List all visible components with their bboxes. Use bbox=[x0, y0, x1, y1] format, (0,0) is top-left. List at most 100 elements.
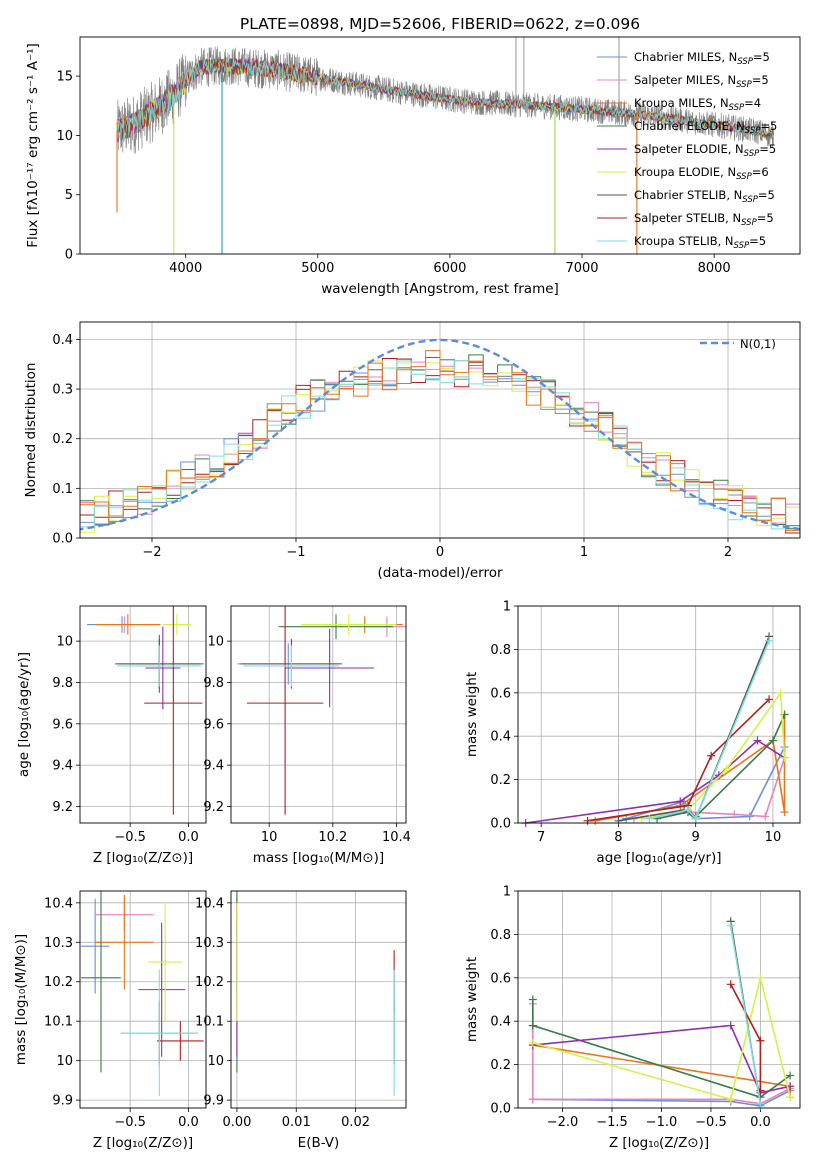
plus-marker bbox=[761, 812, 770, 821]
errorbar-area bbox=[81, 891, 204, 1097]
plus-marker bbox=[786, 1093, 795, 1102]
x-tick-label: −1.5 bbox=[596, 1115, 628, 1130]
legend-entry: N(0,1) bbox=[740, 337, 776, 351]
y-tick-label: 0.4 bbox=[490, 730, 511, 745]
x-axis-label: Z [log₁₀(Z/Z⊙)] bbox=[93, 850, 193, 866]
mass-weight-line bbox=[618, 636, 770, 822]
x-tick-label: 0 bbox=[436, 545, 444, 560]
y-tick-label: 10.3 bbox=[195, 936, 224, 951]
residual-histogram-step bbox=[80, 350, 800, 532]
legend-entry-count: =5 bbox=[759, 142, 776, 156]
axes-frame bbox=[79, 605, 207, 824]
plus-marker bbox=[707, 751, 716, 760]
y-tick-label: 0.0 bbox=[52, 532, 73, 547]
panel-spectrum: 4000 5000 6000 7000 8000 0 5 10 15 PLATE=0898, MJ… bbox=[25, 15, 801, 297]
line-area bbox=[528, 917, 795, 1110]
x-axis-label: E(B-V) bbox=[298, 1135, 340, 1151]
x-tick-label: −2 bbox=[142, 545, 161, 560]
axes-frame bbox=[230, 890, 407, 1109]
y-tick-label: 5 bbox=[65, 188, 73, 203]
x-tick-label: −2.0 bbox=[547, 1115, 579, 1130]
legend-entry-name: Salpeter MILES, N bbox=[634, 73, 736, 87]
x-tick-label: 0.0 bbox=[178, 1115, 199, 1130]
x-axis-label: (data-model)/error bbox=[377, 565, 503, 581]
plus-marker bbox=[745, 812, 754, 821]
x-tick-label: 7000 bbox=[565, 261, 598, 276]
y-tick-label: 0 bbox=[65, 248, 73, 263]
legend-entry: Chabrier ELODIE, NSSP=5 bbox=[634, 119, 777, 136]
legend-entry: Chabrier STELIB, NSSP=5 bbox=[634, 188, 775, 205]
errorbar-point bbox=[81, 898, 110, 994]
x-tick-label: 6000 bbox=[433, 261, 466, 276]
y-tick-label: 9.8 bbox=[203, 676, 224, 691]
x-tick-label: 0.01 bbox=[282, 1115, 311, 1130]
legend-entry-name: Chabrier ELODIE, N bbox=[634, 119, 745, 133]
y-tick-label: 10.1 bbox=[195, 1015, 224, 1030]
panel-age_vs_Z: −0.5 0.0 9.2 9.4 9.6 9.8 10 Z [log₁₀(Z/Z⊙)] age … bbox=[16, 605, 207, 866]
x-tick-label: 2 bbox=[724, 545, 732, 560]
legend-entry-subscript: SSP bbox=[741, 218, 757, 228]
y-axis-label: Normed distribution bbox=[23, 363, 39, 498]
panel-mass_vs_EBV: 0.00 0.01 0.02 9.9 10 10.1 10.2 10.3 10.4 E(B-V) bbox=[195, 890, 407, 1151]
y-tick-label: 15 bbox=[56, 70, 73, 85]
plus-marker bbox=[730, 810, 739, 819]
legend-entry: Salpeter STELIB, NSSP=5 bbox=[634, 211, 774, 228]
y-axis-label: mass weight bbox=[464, 672, 480, 757]
model-spectrum-line bbox=[116, 58, 774, 140]
y-tick-label: 10 bbox=[56, 635, 73, 650]
x-tick-label: 9 bbox=[692, 830, 700, 845]
errorbar-point bbox=[246, 606, 324, 815]
plus-marker bbox=[756, 1036, 765, 1045]
axes-frame bbox=[517, 605, 801, 824]
plus-marker bbox=[776, 688, 785, 697]
errorbar-point bbox=[95, 894, 154, 990]
legend-entry: Salpeter MILES, NSSP=5 bbox=[634, 73, 769, 90]
x-tick-label: −0.5 bbox=[114, 1115, 146, 1130]
legend-entry-name: Kroupa MILES, N bbox=[634, 96, 729, 110]
y-tick-label: 0.8 bbox=[490, 643, 511, 658]
x-tick-label: 8 bbox=[614, 830, 622, 845]
x-tick-label: −1.0 bbox=[646, 1115, 678, 1130]
errorbar-point bbox=[285, 628, 375, 708]
y-tick-label: 1 bbox=[503, 600, 511, 615]
y-tick-label: 0.2 bbox=[490, 773, 511, 788]
axes-frame bbox=[79, 890, 207, 1109]
mass-weight-line bbox=[532, 1089, 791, 1107]
plus-marker bbox=[780, 753, 789, 762]
panel-massweight_vs_Z: −2.0 −1.5 −1.0 −0.5 0.0 0.0 0.2 0.4 0.6 0.8 1 Z [lo… bbox=[464, 885, 801, 1151]
y-tick-label: 9.8 bbox=[52, 676, 73, 691]
histogram-area bbox=[80, 338, 800, 534]
spectrum-plot-area bbox=[116, 37, 774, 254]
y-tick-label: 10.3 bbox=[44, 936, 73, 951]
plus-marker bbox=[768, 736, 777, 745]
axes-frame bbox=[517, 890, 801, 1109]
plus-marker bbox=[645, 814, 654, 823]
x-tick-label: 10 bbox=[765, 830, 782, 845]
y-axis-label: mass weight bbox=[464, 957, 480, 1042]
x-tick-label: −0.5 bbox=[114, 830, 146, 845]
y-tick-label: 0.3 bbox=[52, 383, 73, 398]
y-tick-label: 0.2 bbox=[52, 432, 73, 447]
panel-mass_vs_Z: −0.5 0.0 9.9 10 10.1 10.2 10.3 10.4 Z [log₁₀(Z/Z… bbox=[13, 890, 207, 1151]
y-axis-label: Flux [fλ10⁻¹⁷ erg cm⁻² s⁻¹ A⁻¹] bbox=[25, 43, 41, 248]
y-tick-label: 9.9 bbox=[203, 1094, 224, 1109]
plus-marker bbox=[614, 816, 623, 825]
legend-entry: Kroupa ELODIE, NSSP=6 bbox=[634, 165, 769, 182]
y-tick-label: 10 bbox=[56, 1054, 73, 1069]
y-tick-label: 9.4 bbox=[52, 759, 73, 774]
plus-marker bbox=[528, 995, 537, 1004]
x-tick-label: 7 bbox=[537, 830, 545, 845]
plus-marker bbox=[765, 695, 774, 704]
plus-marker bbox=[726, 921, 735, 930]
x-axis-label: Z [log₁₀(Z/Z⊙)] bbox=[93, 1135, 193, 1151]
plus-marker bbox=[676, 797, 685, 806]
mass-weight-line bbox=[587, 698, 770, 822]
errorbar-point bbox=[162, 614, 191, 635]
errorbar-point bbox=[145, 626, 181, 710]
x-tick-label: 0.00 bbox=[222, 1115, 251, 1130]
legend-entry-count: =5 bbox=[760, 119, 777, 133]
legend-entry-count: =5 bbox=[757, 211, 774, 225]
x-tick-label: 0.0 bbox=[750, 1115, 771, 1130]
axes-frame bbox=[79, 36, 801, 255]
